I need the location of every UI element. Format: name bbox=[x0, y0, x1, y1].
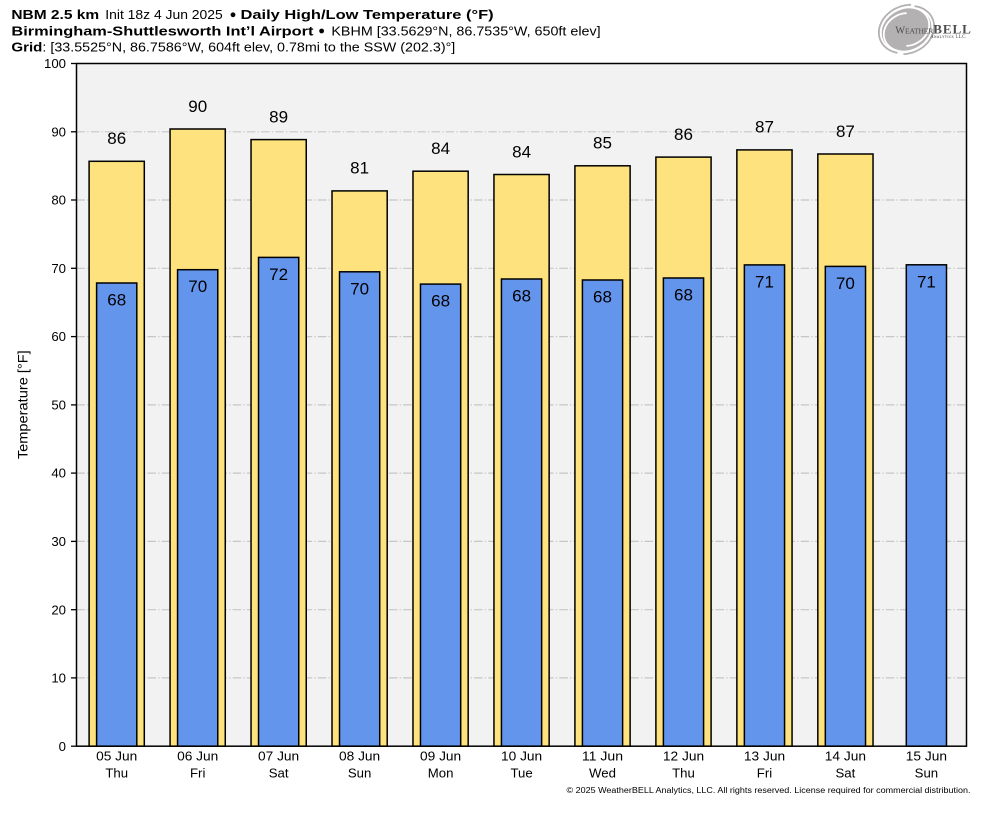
svg-text:10 Jun: 10 Jun bbox=[501, 749, 542, 764]
svg-text:© 2025 WeatherBELL Analytics,: © 2025 WeatherBELL Analytics, LLC. All r… bbox=[567, 786, 971, 795]
svg-text:20: 20 bbox=[51, 602, 66, 617]
svg-text:68: 68 bbox=[674, 286, 693, 305]
svg-text:Grid: Grid bbox=[11, 40, 42, 55]
svg-text:11 Jun: 11 Jun bbox=[582, 749, 623, 764]
svg-text:13 Jun: 13 Jun bbox=[744, 749, 785, 764]
svg-text:15 Jun: 15 Jun bbox=[906, 749, 947, 764]
svg-text:90: 90 bbox=[188, 97, 207, 116]
svg-text:05 Jun: 05 Jun bbox=[96, 749, 137, 764]
svg-text:Sat: Sat bbox=[269, 766, 289, 781]
svg-text:60: 60 bbox=[51, 329, 66, 344]
svg-text:85: 85 bbox=[593, 134, 612, 153]
svg-text:40: 40 bbox=[51, 466, 66, 481]
svg-text:Tue: Tue bbox=[510, 766, 532, 781]
svg-text:12 Jun: 12 Jun bbox=[663, 749, 704, 764]
svg-text:Fri: Fri bbox=[190, 766, 205, 781]
svg-text:Sun: Sun bbox=[915, 766, 938, 781]
svg-text:68: 68 bbox=[593, 288, 612, 307]
svg-text:07 Jun: 07 Jun bbox=[258, 749, 299, 764]
svg-text:Wed: Wed bbox=[589, 766, 616, 781]
svg-text:10: 10 bbox=[51, 671, 66, 686]
svg-text:84: 84 bbox=[431, 139, 450, 158]
svg-text:30: 30 bbox=[51, 534, 66, 549]
svg-text:0: 0 bbox=[59, 739, 66, 754]
svg-text:70: 70 bbox=[188, 277, 207, 296]
svg-text:80: 80 bbox=[51, 193, 66, 208]
svg-text:68: 68 bbox=[107, 291, 126, 310]
svg-text:08 Jun: 08 Jun bbox=[339, 749, 380, 764]
svg-text:Fri: Fri bbox=[757, 766, 772, 781]
svg-text:Daily High/Low Temperature (°F: Daily High/Low Temperature (°F) bbox=[241, 7, 494, 22]
svg-text:86: 86 bbox=[674, 125, 693, 144]
svg-text:50: 50 bbox=[51, 398, 66, 413]
svg-text:70: 70 bbox=[51, 261, 66, 276]
svg-text:Thu: Thu bbox=[105, 766, 128, 781]
svg-text:Temperature [°F]: Temperature [°F] bbox=[15, 350, 31, 459]
svg-text:KBHM [33.5629°N, 86.7535°W, 65: KBHM [33.5629°N, 86.7535°W, 650ft elev] bbox=[331, 23, 600, 38]
svg-text:68: 68 bbox=[431, 292, 450, 311]
svg-text:71: 71 bbox=[917, 272, 936, 291]
svg-text:06 Jun: 06 Jun bbox=[177, 749, 218, 764]
svg-text:14 Jun: 14 Jun bbox=[825, 749, 866, 764]
svg-text:84: 84 bbox=[512, 142, 531, 161]
svg-text:72: 72 bbox=[269, 265, 288, 284]
svg-text:90: 90 bbox=[51, 124, 66, 139]
svg-text:81: 81 bbox=[350, 159, 369, 178]
svg-text:Thu: Thu bbox=[672, 766, 695, 781]
svg-text:09 Jun: 09 Jun bbox=[420, 749, 461, 764]
svg-text:70: 70 bbox=[350, 279, 369, 298]
svg-text:Sat: Sat bbox=[836, 766, 856, 781]
svg-text:Mon: Mon bbox=[428, 766, 454, 781]
svg-text:70: 70 bbox=[836, 274, 855, 293]
svg-text:Aɴᴀʟʏᴛɪᴄs LLC: Aɴᴀʟʏᴛɪᴄs LLC bbox=[930, 35, 966, 40]
svg-text:Sun: Sun bbox=[348, 766, 371, 781]
svg-text:Birmingham-Shuttlesworth Intʼl: Birmingham-Shuttlesworth Intʼl Airport bbox=[11, 23, 314, 38]
svg-text:87: 87 bbox=[836, 122, 855, 141]
svg-text:71: 71 bbox=[755, 272, 774, 291]
svg-text:89: 89 bbox=[269, 107, 288, 126]
svg-text:86: 86 bbox=[107, 129, 126, 148]
svg-text:NBM 2.5 km: NBM 2.5 km bbox=[11, 7, 99, 22]
svg-text:68: 68 bbox=[512, 287, 531, 306]
svg-text:Init 18z 4 Jun 2025: Init 18z 4 Jun 2025 bbox=[105, 7, 222, 22]
svg-text:87: 87 bbox=[755, 118, 774, 137]
svg-text:100: 100 bbox=[44, 56, 66, 71]
svg-text:: [33.5525°N, 86.7586°W, 604ft: : [33.5525°N, 86.7586°W, 604ft elev, 0.7… bbox=[42, 40, 455, 55]
